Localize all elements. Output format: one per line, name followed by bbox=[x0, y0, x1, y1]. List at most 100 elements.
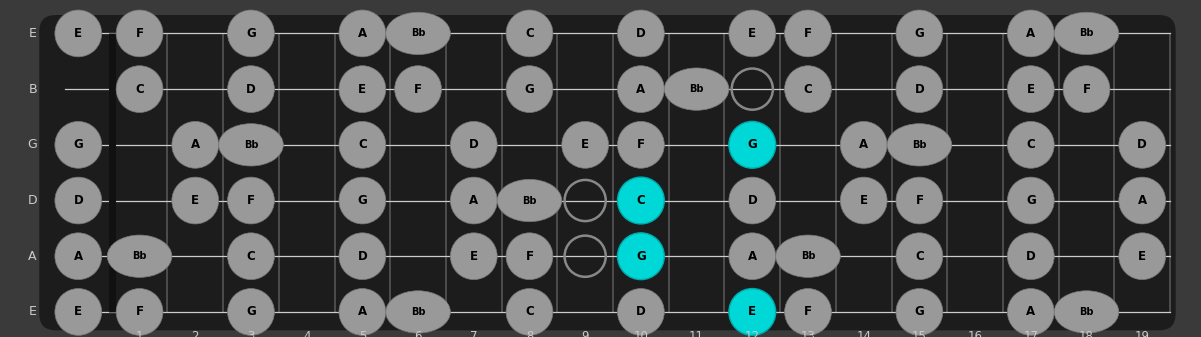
Text: E: E bbox=[1139, 250, 1146, 263]
Text: 10: 10 bbox=[633, 331, 649, 337]
Text: F: F bbox=[1082, 83, 1091, 96]
Text: C: C bbox=[637, 194, 645, 207]
Ellipse shape bbox=[664, 68, 729, 110]
Text: F: F bbox=[637, 138, 645, 151]
Text: Bb: Bb bbox=[244, 140, 258, 150]
Text: E: E bbox=[74, 27, 83, 40]
Ellipse shape bbox=[888, 124, 951, 166]
Circle shape bbox=[1119, 121, 1166, 168]
Circle shape bbox=[339, 233, 386, 280]
Text: E: E bbox=[470, 250, 478, 263]
Circle shape bbox=[1008, 121, 1054, 168]
Circle shape bbox=[1008, 10, 1054, 57]
Circle shape bbox=[841, 121, 888, 168]
Circle shape bbox=[729, 121, 776, 168]
Text: A: A bbox=[470, 194, 478, 207]
Circle shape bbox=[1119, 233, 1166, 280]
Text: 5: 5 bbox=[359, 331, 366, 337]
Text: A: A bbox=[1137, 194, 1147, 207]
Text: G: G bbox=[28, 138, 37, 151]
Text: E: E bbox=[29, 27, 36, 40]
Text: 12: 12 bbox=[745, 331, 760, 337]
Circle shape bbox=[1008, 288, 1054, 335]
Text: E: E bbox=[29, 305, 36, 318]
Circle shape bbox=[729, 10, 776, 57]
Circle shape bbox=[896, 233, 943, 280]
Text: F: F bbox=[414, 83, 422, 96]
Circle shape bbox=[450, 177, 497, 224]
Text: G: G bbox=[358, 194, 368, 207]
FancyBboxPatch shape bbox=[36, 12, 1178, 333]
Text: G: G bbox=[73, 138, 83, 151]
Text: 13: 13 bbox=[801, 331, 815, 337]
Text: 14: 14 bbox=[856, 331, 871, 337]
Circle shape bbox=[1008, 66, 1054, 113]
Text: G: G bbox=[637, 250, 646, 263]
Text: E: E bbox=[1027, 83, 1035, 96]
Circle shape bbox=[116, 66, 163, 113]
Text: A: A bbox=[859, 138, 868, 151]
Text: Bb: Bb bbox=[411, 307, 425, 317]
Text: 11: 11 bbox=[689, 331, 704, 337]
Text: A: A bbox=[1026, 305, 1035, 318]
Text: D: D bbox=[637, 305, 646, 318]
Circle shape bbox=[506, 10, 552, 57]
Circle shape bbox=[896, 177, 943, 224]
Text: Bb: Bb bbox=[411, 28, 425, 38]
Text: Bb: Bb bbox=[132, 251, 147, 261]
Ellipse shape bbox=[107, 235, 172, 277]
Circle shape bbox=[1119, 177, 1166, 224]
Text: G: G bbox=[1026, 194, 1035, 207]
Ellipse shape bbox=[497, 179, 562, 222]
Circle shape bbox=[339, 66, 386, 113]
Circle shape bbox=[617, 121, 664, 168]
Text: C: C bbox=[525, 27, 534, 40]
Text: 18: 18 bbox=[1078, 331, 1094, 337]
Circle shape bbox=[55, 177, 102, 224]
Text: 16: 16 bbox=[968, 331, 982, 337]
Text: B: B bbox=[29, 83, 37, 96]
Circle shape bbox=[617, 233, 664, 280]
Circle shape bbox=[784, 288, 831, 335]
Text: C: C bbox=[525, 305, 534, 318]
Text: F: F bbox=[526, 250, 533, 263]
Circle shape bbox=[617, 66, 664, 113]
Text: E: E bbox=[581, 138, 590, 151]
Text: C: C bbox=[136, 83, 144, 96]
Circle shape bbox=[506, 66, 552, 113]
Circle shape bbox=[55, 233, 102, 280]
Text: E: E bbox=[191, 194, 199, 207]
Text: A: A bbox=[748, 250, 757, 263]
Text: G: G bbox=[525, 83, 534, 96]
Text: G: G bbox=[914, 305, 925, 318]
Circle shape bbox=[339, 177, 386, 224]
Text: F: F bbox=[136, 27, 144, 40]
Circle shape bbox=[729, 177, 776, 224]
Text: C: C bbox=[358, 138, 366, 151]
Text: 8: 8 bbox=[526, 331, 533, 337]
Circle shape bbox=[116, 10, 163, 57]
Text: E: E bbox=[748, 27, 757, 40]
Text: A: A bbox=[191, 138, 199, 151]
Text: A: A bbox=[358, 27, 368, 40]
Text: Bb: Bb bbox=[801, 251, 815, 261]
Ellipse shape bbox=[386, 12, 450, 55]
Circle shape bbox=[450, 233, 497, 280]
Ellipse shape bbox=[776, 235, 841, 277]
Circle shape bbox=[617, 177, 664, 224]
Text: 6: 6 bbox=[414, 331, 422, 337]
Circle shape bbox=[506, 288, 552, 335]
Ellipse shape bbox=[1054, 291, 1119, 333]
Text: 19: 19 bbox=[1135, 331, 1149, 337]
Circle shape bbox=[729, 288, 776, 335]
Circle shape bbox=[55, 121, 102, 168]
Circle shape bbox=[172, 121, 219, 168]
Circle shape bbox=[395, 66, 442, 113]
Circle shape bbox=[227, 66, 274, 113]
Circle shape bbox=[1008, 233, 1054, 280]
Text: A: A bbox=[1026, 27, 1035, 40]
Circle shape bbox=[450, 121, 497, 168]
Circle shape bbox=[896, 288, 943, 335]
Circle shape bbox=[841, 177, 888, 224]
Text: F: F bbox=[247, 194, 255, 207]
